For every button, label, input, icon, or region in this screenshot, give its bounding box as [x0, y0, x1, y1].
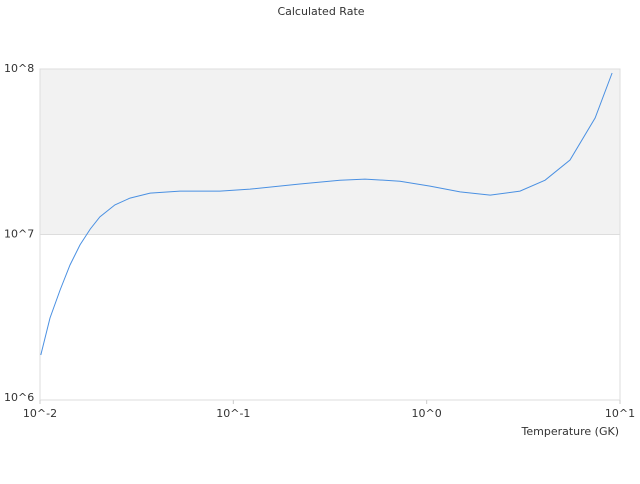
y-tick-label: 10^6	[4, 391, 34, 404]
y-tick-label: 10^8	[4, 62, 34, 75]
x-tick-label: 10^-1	[216, 407, 250, 420]
y-tick-label: 10^7	[4, 228, 34, 241]
line-series	[40, 72, 613, 356]
x-tick-label: 10^0	[412, 407, 442, 420]
x-axis-label: Temperature (GK)	[521, 425, 620, 438]
chart-title: Calculated Rate	[277, 5, 364, 18]
x-tick-label: 10^-2	[23, 407, 57, 420]
plot-band	[40, 69, 620, 235]
x-tick-label: 10^1	[605, 407, 635, 420]
